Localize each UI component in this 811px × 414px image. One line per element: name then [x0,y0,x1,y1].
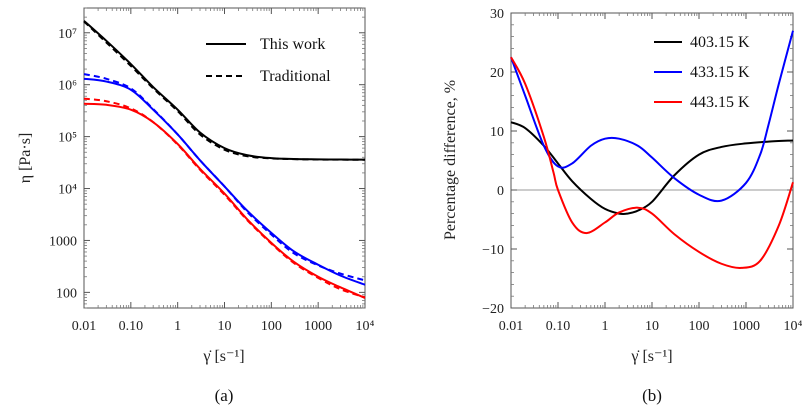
x-tick-label: 100 [689,319,710,334]
chart-b-x-ticks: 0.01 0.10 1 10 100 1000 10⁴ [499,13,803,334]
series-line-traditional-443-15-k [83,97,366,299]
chart-b-y-ticks: −20 −10 0 10 20 30 [482,7,793,317]
y-tick-label: 10 [490,125,504,140]
legend-label-this-work: This work [260,36,325,53]
chart-a-y-axis-title: η [Pa·s] [17,133,34,184]
chart-a-x-ticks: 0.01 0.10 1 10 100 1000 10⁴ [72,8,375,334]
chart-b-legend: 403.15 K 433.15 K 443.15 K [654,34,750,111]
chart-b-caption: (b) [642,386,662,405]
x-tick-label: 1000 [304,319,332,334]
chart-a-series [83,20,366,299]
x-tick-label: 1000 [732,319,760,334]
x-tick-label: 10⁴ [356,319,375,334]
series-line-443-15-k [510,56,794,269]
series-line-traditional-403-15-k [83,20,366,161]
x-tick-label: 0.10 [119,319,144,334]
y-tick-label: 20 [490,66,504,81]
series-line-this-work-433-15-k [83,77,366,286]
legend-label-traditional: Traditional [260,68,331,85]
series-line-this-work-443-15-k [83,102,366,299]
legend-label-403: 403.15 K [690,34,750,51]
x-tick-label: 1 [602,319,609,334]
y-tick-label: −20 [482,302,504,317]
series-line-433-15-k [510,30,794,203]
x-tick-label: 10 [645,319,659,334]
legend-label-443: 443.15 K [690,94,750,111]
x-tick-label: 1 [174,319,181,334]
chart-a-x-axis-title: γ̇ [s⁻¹] [202,348,244,365]
x-tick-label: 0.01 [499,319,524,334]
chart-b-series [510,30,794,269]
chart-a-plot-frame [83,7,366,309]
y-tick-label: −10 [482,243,504,258]
chart-a-y-ticks: 100 1000 10⁴ 10⁵ 10⁶ 10⁷ [49,7,365,309]
y-tick-label: 10⁶ [58,79,77,94]
y-tick-label: 1000 [49,234,77,249]
chart-a-caption: (a) [215,386,234,405]
y-tick-label: 30 [490,7,504,22]
chart-b-y-axis-title: Percentage difference, % [442,80,459,240]
chart-b-x-axis-title: γ̇ [s⁻¹] [630,348,672,365]
x-tick-label: 0.10 [546,319,571,334]
series-line-traditional-433-15-k [83,73,366,282]
y-tick-label: 10⁷ [58,27,77,42]
x-tick-label: 10 [218,319,232,334]
chart-b: −20 −10 0 10 20 30 0.01 0.10 1 10 100 1000 10⁴ Perc… [442,7,803,405]
y-tick-label: 0 [497,184,504,199]
x-tick-label: 100 [261,319,282,334]
chart-a-legend: This work Traditional [206,36,331,85]
legend-label-433: 433.15 K [690,64,750,81]
y-tick-label: 100 [56,286,77,301]
x-tick-label: 10⁴ [784,319,803,334]
y-tick-label: 10⁴ [58,183,77,198]
series-line-403-15-k [510,121,794,216]
x-tick-label: 0.01 [72,319,97,334]
y-tick-label: 10⁵ [58,131,77,146]
